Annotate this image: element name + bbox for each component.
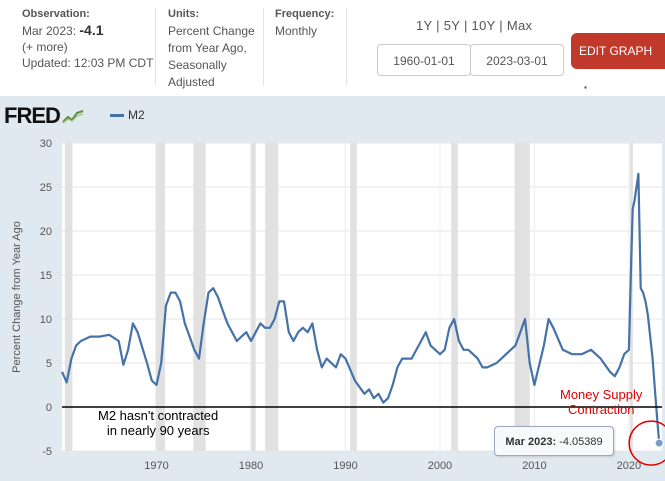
logo-graph-icon — [62, 110, 84, 124]
contraction-annotation: Money Supply Contraction — [560, 387, 642, 417]
edit-graph-button[interactable]: EDIT GRAPH — [571, 33, 665, 94]
recession-band — [265, 143, 279, 451]
updated-time: Updated: 12:03 PM CDT — [22, 56, 154, 70]
frequency-block: Frequency: Monthly — [275, 6, 334, 40]
fred-logo: FRED — [4, 103, 84, 129]
recession-band — [514, 143, 530, 451]
highlight-circle — [628, 420, 665, 466]
x-tick-label: 1990 — [333, 460, 357, 472]
y-axis-ticks: -5 0 5 10 15 20 25 30 — [40, 138, 52, 458]
y-tick-label: -5 — [42, 446, 52, 458]
header-bar: Observation: Mar 2023: -4.1 (+ more) Upd… — [0, 0, 665, 96]
last-data-point[interactable] — [654, 438, 664, 448]
annotation-line: Contraction — [567, 402, 635, 417]
recession-band — [350, 143, 357, 451]
more-link[interactable]: (+ more) — [22, 40, 68, 54]
units-line: from Year Ago, — [168, 41, 247, 55]
units-line: Adjusted — [168, 75, 215, 89]
tooltip-value: -4.05389 — [559, 436, 603, 448]
observation-block: Observation: Mar 2023: -4.1 (+ more) Upd… — [22, 6, 153, 71]
y-tick-label: 30 — [40, 138, 52, 150]
units-label: Units: — [168, 8, 200, 20]
observation-date: Mar 2023: — [22, 24, 77, 38]
annotation-line: Money Supply — [560, 387, 643, 402]
divider — [346, 8, 347, 86]
observation-value: -4.1 — [79, 22, 104, 38]
annotation-line: M2 hasn't contracted — [98, 408, 219, 423]
recession-band — [629, 143, 633, 451]
divider — [263, 8, 264, 86]
y-axis-label: Percent Change from Year Ago — [11, 221, 23, 373]
recession-band — [250, 143, 256, 451]
x-tick-label: 2000 — [428, 460, 452, 472]
recession-band — [451, 143, 458, 451]
start-date-input[interactable]: 1960-01-01 — [377, 44, 471, 76]
recession-band — [64, 143, 73, 451]
tooltip-date: Mar 2023: — [505, 436, 557, 448]
edit-graph-label: EDIT GRAPH — [579, 44, 653, 58]
y-tick-label: 5 — [46, 358, 52, 370]
legend-swatch — [110, 114, 124, 118]
units-line: Percent Change — [168, 24, 255, 38]
frequency-label: Frequency: — [275, 8, 335, 20]
x-tick-label: 1970 — [144, 460, 168, 472]
end-date-input[interactable]: 2023-03-01 — [470, 44, 564, 76]
gear-icon — [580, 82, 591, 94]
recession-band — [155, 143, 165, 451]
series-line-m2[interactable] — [60, 172, 661, 444]
tooltip: Mar 2023: -4.05389 — [494, 426, 614, 456]
observation-label: Observation: — [22, 8, 90, 20]
x-axis-ticks: 1970 1980 1990 2000 2010 2020 — [144, 460, 641, 472]
range-selector[interactable]: 1Y | 5Y | 10Y | Max — [416, 18, 533, 33]
x-tick-label: 2010 — [522, 460, 546, 472]
no-contraction-annotation: M2 hasn't contracted in nearly 90 years — [98, 408, 218, 438]
y-tick-label: 25 — [40, 182, 52, 194]
units-block: Units: Percent Change from Year Ago, Sea… — [168, 6, 255, 91]
recession-bands — [64, 143, 633, 451]
y-tick-label: 10 — [40, 314, 52, 326]
annotation-line: in nearly 90 years — [106, 423, 210, 438]
y-tick-label: 20 — [40, 226, 52, 238]
y-tick-label: 0 — [46, 402, 52, 414]
legend-label: M2 — [128, 108, 145, 122]
y-tick-label: 15 — [40, 270, 52, 282]
x-tick-label: 2020 — [617, 460, 641, 472]
units-line: Seasonally — [168, 58, 227, 72]
recession-band — [193, 143, 206, 451]
frequency-value: Monthly — [275, 24, 318, 38]
x-tick-label: 1980 — [239, 460, 263, 472]
legend: M2 — [110, 108, 145, 122]
divider — [155, 8, 156, 86]
